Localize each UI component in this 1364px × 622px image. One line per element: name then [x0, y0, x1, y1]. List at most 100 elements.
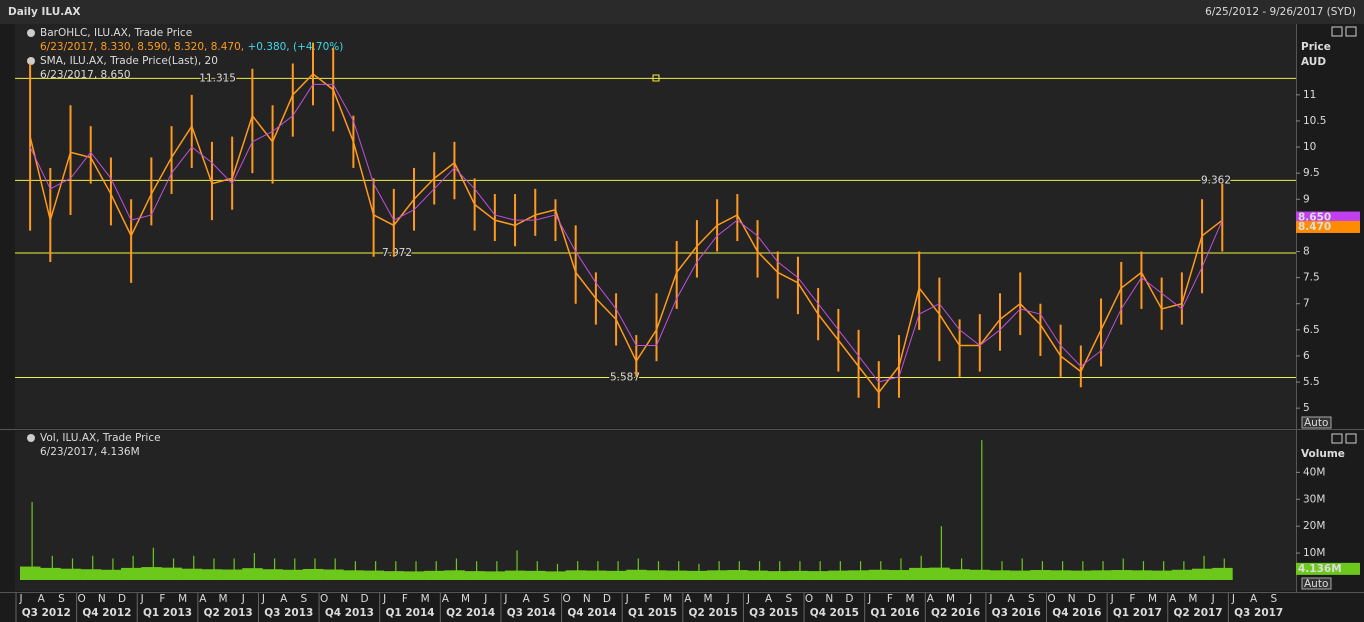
volume-bar	[262, 569, 283, 580]
auto-button[interactable]	[1301, 577, 1332, 590]
month-label: O	[77, 593, 85, 605]
volume-bar	[80, 569, 102, 580]
month-label: F	[887, 593, 893, 605]
volume-bar	[484, 571, 506, 580]
volume-bar	[242, 568, 263, 580]
price-panel	[15, 24, 1296, 428]
month-label: O	[805, 593, 813, 605]
y-tick-label: 20M	[1303, 520, 1325, 532]
volume-bar	[1171, 569, 1193, 580]
month-label: M	[946, 593, 955, 605]
volume-bar	[787, 570, 809, 580]
volume-bar	[100, 569, 122, 580]
month-label: M	[1148, 593, 1157, 605]
y-tick-label: 8	[1303, 245, 1310, 257]
month-label: S	[543, 593, 550, 605]
volume-bar	[747, 570, 768, 580]
month-label: M	[1188, 593, 1197, 605]
month-label: M	[703, 593, 712, 605]
legend-sma: SMA, ILU.AX, Trade Price(Last), 20	[40, 55, 218, 67]
date-range: 6/25/2012 - 9/26/2017 (SYD)	[1205, 6, 1356, 18]
volume-bar	[727, 570, 748, 580]
month-label: O	[562, 593, 570, 605]
volume-bar	[1212, 567, 1233, 580]
month-label: S	[1028, 593, 1035, 605]
volume-bar	[707, 570, 728, 580]
restore-button[interactable]	[1331, 26, 1343, 37]
month-label: J	[483, 593, 487, 605]
y-axis-title: Volume	[1301, 448, 1345, 460]
quarter-label: Q4 2012	[82, 607, 131, 619]
month-label: J	[241, 593, 245, 605]
month-label: D	[118, 593, 126, 605]
close-button[interactable]	[1345, 26, 1357, 37]
restore-button[interactable]	[1331, 433, 1343, 444]
price-line	[29, 72, 1223, 394]
y-axis-title: Price	[1301, 41, 1331, 53]
volume-bar	[504, 570, 526, 580]
legend-volume: Vol, ILU.AX, Trade Price	[40, 432, 161, 444]
auto-button[interactable]	[1301, 416, 1332, 429]
quarter-label: Q4 2016	[1052, 607, 1101, 619]
quarter-label: Q3 2013	[264, 607, 313, 619]
legend-series: BarOHLC, ILU.AX, Trade Price	[40, 27, 192, 39]
month-label: A	[199, 593, 207, 605]
volume-bar	[424, 570, 445, 580]
month-label: J	[140, 593, 144, 605]
legend-icon	[27, 29, 35, 37]
month-label: S	[1270, 593, 1277, 605]
quarter-label: Q3 2014	[507, 607, 556, 619]
y-tick-label: 6.5	[1303, 324, 1320, 336]
month-label: S	[58, 593, 65, 605]
close-button[interactable]	[1345, 433, 1357, 444]
volume-bar	[1191, 568, 1213, 580]
month-label: F	[159, 593, 165, 605]
header-bar	[0, 0, 1364, 24]
volume-bar	[201, 569, 223, 580]
level-label: 7.972	[382, 247, 412, 259]
legend-values: 6/23/2017, 8.330, 8.590, 8.320, 8.470, +…	[40, 41, 343, 53]
volume-bar	[282, 569, 304, 580]
month-label: A	[280, 593, 288, 605]
month-label: J	[503, 593, 507, 605]
volume-bar	[848, 570, 869, 580]
y-axis-unit: AUD	[1301, 56, 1326, 68]
month-label: S	[301, 593, 308, 605]
quarter-label: Q2 2015	[689, 607, 738, 619]
month-label: N	[583, 593, 591, 605]
auto-label[interactable]: Auto	[1304, 578, 1328, 590]
legend-ohlc: 6/23/2017, 8.330, 8.590, 8.320, 8.470,	[40, 41, 247, 53]
legend-icon	[27, 434, 35, 442]
month-label: J	[726, 593, 730, 605]
window-buttons[interactable]	[1331, 26, 1357, 444]
month-label: J	[867, 593, 871, 605]
volume-bar	[302, 568, 324, 580]
y-tick-label: 40M	[1303, 466, 1325, 478]
volume-bar	[989, 570, 1011, 580]
quarter-label: Q1 2014	[385, 607, 434, 619]
volume-bar	[363, 570, 385, 580]
volume-bar	[525, 570, 546, 580]
quarter-label: Q2 2016	[931, 607, 980, 619]
month-label: J	[1231, 593, 1235, 605]
month-label: M	[421, 593, 430, 605]
quarter-label: Q1 2016	[870, 607, 919, 619]
volume-bar	[969, 569, 991, 580]
volume-bar	[383, 571, 405, 580]
volume-bar	[626, 569, 647, 580]
y-tick-label: 30M	[1303, 493, 1325, 505]
volume-bar	[1030, 570, 1051, 580]
month-label: A	[927, 593, 935, 605]
volume-bar	[1010, 570, 1031, 580]
quarter-label: Q4 2015	[810, 607, 859, 619]
volume-bar	[464, 571, 486, 580]
volume-bar	[141, 567, 162, 580]
month-label: O	[320, 593, 328, 605]
y-tick-label: 10.5	[1303, 115, 1326, 127]
chart-title: Daily ILU.AX	[8, 6, 80, 18]
month-label: J	[18, 593, 22, 605]
auto-label[interactable]: Auto	[1304, 417, 1328, 429]
legend-icon	[27, 57, 35, 65]
last-value-label: 4.136M	[1298, 563, 1342, 575]
